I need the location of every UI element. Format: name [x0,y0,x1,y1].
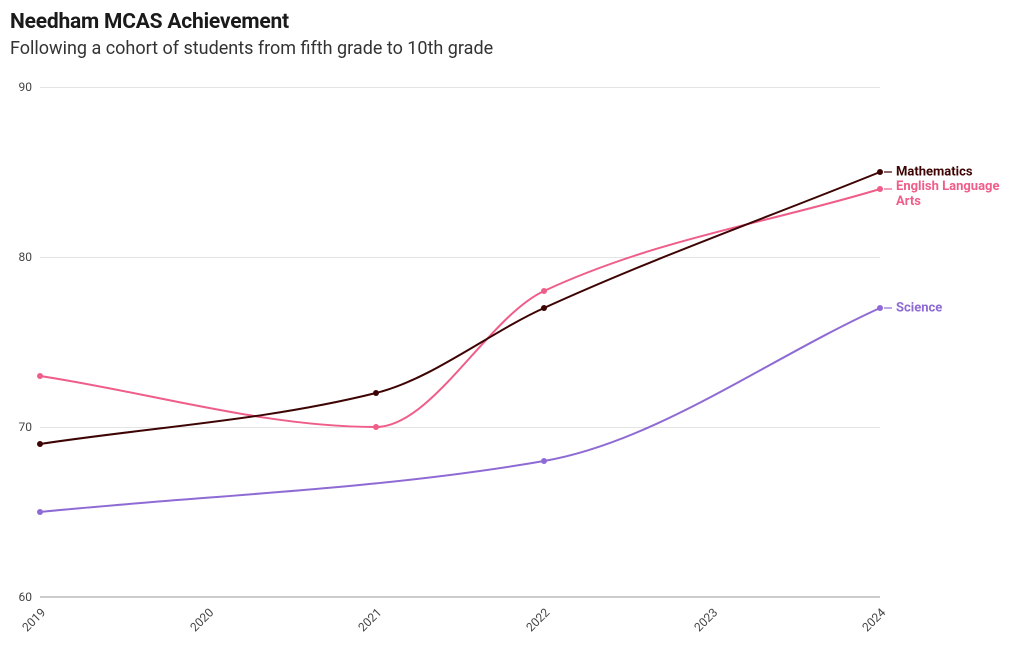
x-tick-label: 2022 [523,605,552,634]
y-tick-label: 70 [19,420,33,434]
series-point [877,169,883,175]
series-legend-label: Mathematics [896,164,973,179]
series-point [37,509,43,515]
x-tick-label: 2021 [355,605,384,634]
series-line [40,308,880,512]
chart-title: Needham MCAS Achievement [10,10,1010,34]
series-point [541,288,547,294]
series-point [37,373,43,379]
series-point [373,424,379,430]
line-chart: 60 70 80 90 2019 2020 2021 2022 2023 2024 Mathemat… [10,67,1010,642]
x-tick-label: 2024 [859,605,888,634]
series-point [877,186,883,192]
series-point [373,390,379,396]
y-tick-label: 80 [19,250,33,264]
series-line [40,189,880,427]
series-legend-label: Science [896,300,942,315]
series-point [541,458,547,464]
chart-container: 60 70 80 90 2019 2020 2021 2022 2023 2024 Mathemat… [10,67,1010,642]
chart-subtitle: Following a cohort of students from fift… [10,38,1010,59]
series-point [37,441,43,447]
x-tick-label: 2020 [187,605,216,634]
series-legend-label: English LanguageArts [896,179,1000,209]
y-tick-label: 60 [19,590,33,604]
series-point [877,305,883,311]
x-tick-label: 2019 [19,605,48,634]
series-point [541,305,547,311]
y-tick-label: 90 [19,80,33,94]
x-tick-label: 2023 [691,605,720,634]
series-line [40,172,880,444]
